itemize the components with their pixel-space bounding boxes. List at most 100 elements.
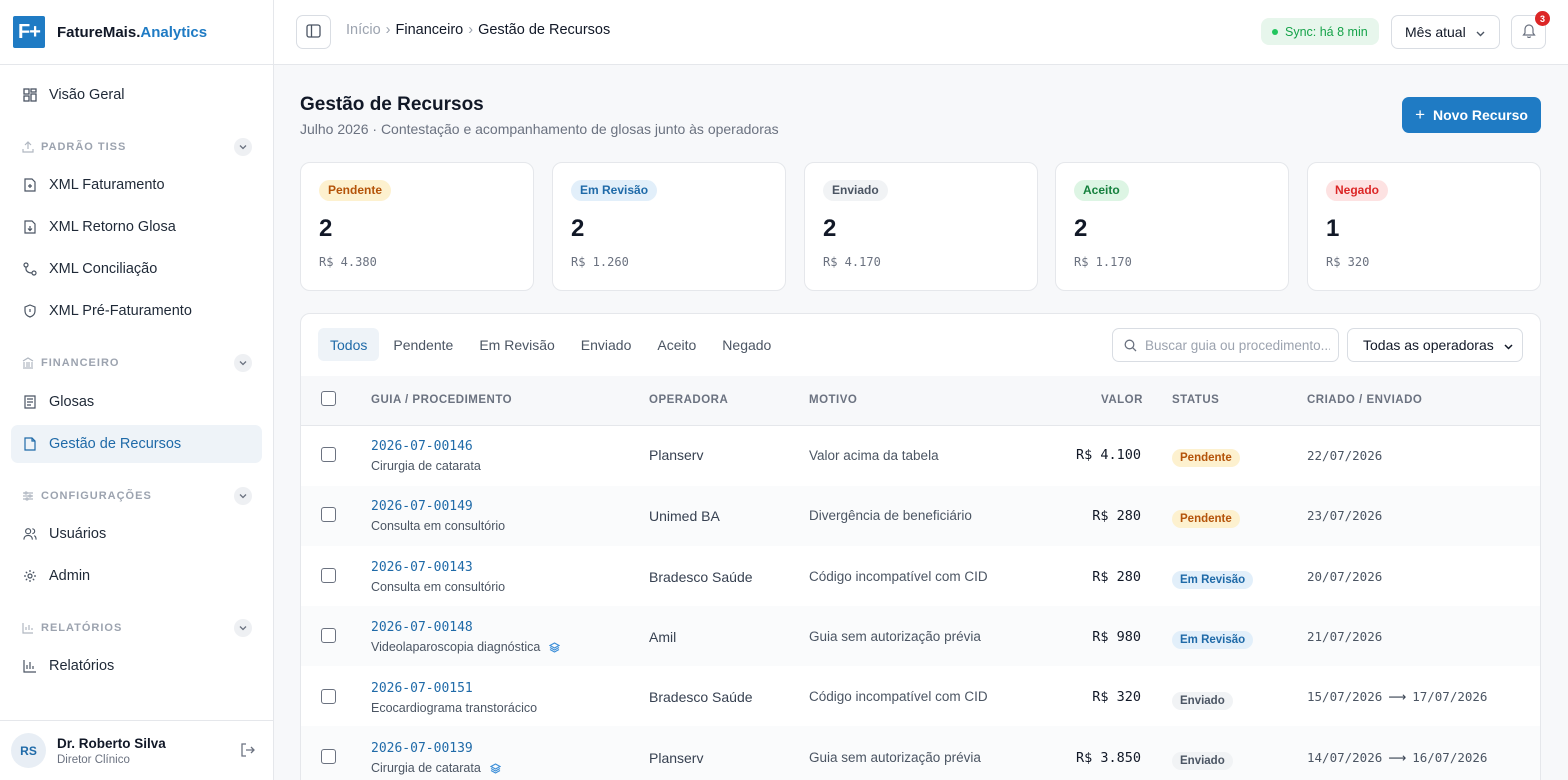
status-badge: Em Revisão [571, 180, 658, 201]
table-row[interactable]: 2026-07-00139 Cirurgia de catarata Plans… [301, 726, 1540, 780]
sidebar-item-xml-faturamento[interactable]: XML Faturamento [11, 166, 262, 204]
stat-card-em-revisao[interactable]: Em Revisão 2 R$ 1.260 [552, 162, 786, 291]
top-header: Início › Financeiro › Gestão de Recursos… [274, 0, 1568, 65]
chevron-down-icon[interactable] [234, 619, 252, 637]
stat-card-pendente[interactable]: Pendente 2 R$ 4.380 [300, 162, 534, 291]
guia-link[interactable]: 2026-07-00139 [371, 741, 473, 756]
section-relatorios[interactable]: RELATÓRIOS [22, 618, 252, 638]
stat-card-negado[interactable]: Negado 1 R$ 320 [1307, 162, 1541, 291]
status-tabs: Todos Pendente Em Revisão Enviado Aceito… [318, 328, 785, 361]
sidebar-item-admin[interactable]: Admin [11, 557, 262, 595]
brand-name-accent: Analytics [140, 23, 208, 41]
arrow-right-icon: ⟶ [1388, 689, 1407, 704]
stat-card-aceito[interactable]: Aceito 2 R$ 1.170 [1055, 162, 1289, 291]
status-badge: Enviado [823, 180, 888, 201]
sidebar: F+ FatureMais.Analytics Visão Geral PADR… [0, 0, 274, 780]
user-profile: RS Dr. Roberto Silva Diretor Clínico [0, 720, 273, 780]
tab-todos[interactable]: Todos [318, 328, 380, 361]
select-all-checkbox[interactable] [321, 391, 336, 406]
bar-chart-icon [22, 622, 34, 634]
stat-count: 2 [823, 215, 837, 242]
table-row[interactable]: 2026-07-00149 Consulta em consultório Un… [301, 486, 1540, 546]
sync-status-badge: Sync: há 8 min [1261, 18, 1379, 45]
row-checkbox[interactable] [321, 689, 336, 704]
sidebar-item-visao-geral[interactable]: Visão Geral [11, 76, 262, 114]
stat-card-enviado[interactable]: Enviado 2 R$ 4.170 [804, 162, 1038, 291]
column-header-operadora[interactable]: OPERADORA [649, 394, 729, 406]
bank-icon [22, 357, 34, 369]
section-label: FINANCEIRO [41, 357, 120, 369]
avatar[interactable]: RS [11, 733, 46, 768]
column-header-motivo[interactable]: MOTIVO [809, 394, 858, 406]
guia-link[interactable]: 2026-07-00143 [371, 560, 473, 575]
column-header-criado-enviado[interactable]: CRIADO / ENVIADO [1307, 394, 1423, 406]
tab-negado[interactable]: Negado [722, 336, 772, 353]
breadcrumb-item-inicio[interactable]: Início [346, 22, 381, 38]
sidebar-item-usuarios[interactable]: Usuários [11, 515, 262, 553]
table-header: GUIA / PROCEDIMENTO OPERADORA MOTIVO VAL… [301, 376, 1540, 426]
date-cell: 21/07/2026 [1307, 629, 1382, 644]
sidebar-item-xml-pre-faturamento[interactable]: XML Pré-Faturamento [11, 292, 262, 330]
sidebar-item-xml-retorno-glosa[interactable]: XML Retorno Glosa [11, 208, 262, 246]
row-checkbox[interactable] [321, 507, 336, 522]
guia-cell: 2026-07-00143 Consulta em consultório [371, 560, 505, 594]
file-icon [23, 437, 37, 451]
search-input[interactable] [1145, 337, 1330, 353]
row-checkbox[interactable] [321, 749, 336, 764]
chevron-down-icon[interactable] [234, 487, 252, 505]
table-row[interactable]: 2026-07-00151 Ecocardiograma transtoráci… [301, 666, 1540, 726]
created-date: 15/07/2026 [1307, 689, 1383, 704]
operadora-cell: Bradesco Saúde [649, 689, 753, 705]
sidebar-item-label: Admin [49, 568, 91, 584]
section-padrao-tiss[interactable]: PADRÃO TISS [22, 137, 252, 157]
procedure-label: Cirurgia de catarata [371, 761, 481, 775]
chevron-down-icon[interactable] [234, 354, 252, 372]
tab-enviado[interactable]: Enviado [580, 336, 632, 353]
status-cell: Em Revisão [1172, 630, 1254, 649]
valor-cell: R$ 280 [1092, 569, 1141, 585]
notifications-button[interactable]: 3 [1511, 11, 1550, 49]
row-checkbox[interactable] [321, 628, 336, 643]
motivo-cell: Código incompatível com CID [809, 569, 988, 584]
chevron-down-icon[interactable] [234, 138, 252, 156]
date-cell: 23/07/2026 [1307, 508, 1382, 523]
procedure-label: Consulta em consultório [371, 580, 506, 594]
guia-link[interactable]: 2026-07-00151 [371, 681, 473, 696]
procedure-label: Videolaparoscopia diagnóstica [371, 640, 541, 654]
period-select[interactable]: Mês atual [1391, 15, 1500, 49]
sidebar-item-relatorios[interactable]: Relatórios [11, 647, 262, 685]
sidebar-item-gestao-de-recursos[interactable]: Gestão de Recursos [11, 425, 262, 463]
column-header-guia[interactable]: GUIA / PROCEDIMENTO [371, 394, 513, 406]
valor-cell: R$ 280 [1092, 508, 1141, 524]
guia-cell: 2026-07-00148 Videolaparoscopia diagnóst… [371, 620, 561, 654]
file-plus-icon [23, 178, 37, 192]
operator-select[interactable]: Todas as operadoras [1347, 328, 1523, 362]
tab-pendente[interactable]: Pendente [393, 336, 454, 353]
guia-link[interactable]: 2026-07-00148 [371, 620, 473, 635]
guia-link[interactable]: 2026-07-00149 [371, 499, 473, 514]
column-header-status[interactable]: STATUS [1172, 394, 1220, 406]
brand[interactable]: F+ FatureMais.Analytics [0, 0, 273, 65]
stat-amount: R$ 4.380 [319, 255, 377, 269]
tab-aceito[interactable]: Aceito [657, 336, 697, 353]
guia-link[interactable]: 2026-07-00146 [371, 439, 473, 454]
table-row[interactable]: 2026-07-00148 Videolaparoscopia diagnóst… [301, 606, 1540, 666]
sidebar-item-glosas[interactable]: Glosas [11, 383, 262, 421]
breadcrumb-item-financeiro[interactable]: Financeiro [395, 22, 464, 38]
created-date: 23/07/2026 [1307, 508, 1383, 523]
row-checkbox[interactable] [321, 447, 336, 462]
section-configuracoes[interactable]: CONFIGURAÇÕES [22, 486, 252, 506]
sidebar-item-xml-conciliacao[interactable]: XML Conciliação [11, 250, 262, 288]
tab-em-revisao[interactable]: Em Revisão [479, 336, 555, 353]
section-financeiro[interactable]: FINANCEIRO [22, 353, 252, 373]
row-checkbox[interactable] [321, 568, 336, 583]
operadora-cell: Unimed BA [649, 508, 720, 524]
logout-icon[interactable] [240, 743, 255, 760]
table-row[interactable]: 2026-07-00143 Consulta em consultório Br… [301, 546, 1540, 606]
chevron-right-icon: › [468, 22, 474, 38]
sidebar-toggle-button[interactable] [296, 15, 331, 49]
table-row[interactable]: 2026-07-00146 Cirurgia de catarata Plans… [301, 426, 1540, 486]
date-cell: 22/07/2026 [1307, 448, 1382, 463]
new-recurso-button[interactable]: + Novo Recurso [1402, 97, 1541, 133]
column-header-valor[interactable]: VALOR [1101, 394, 1143, 406]
